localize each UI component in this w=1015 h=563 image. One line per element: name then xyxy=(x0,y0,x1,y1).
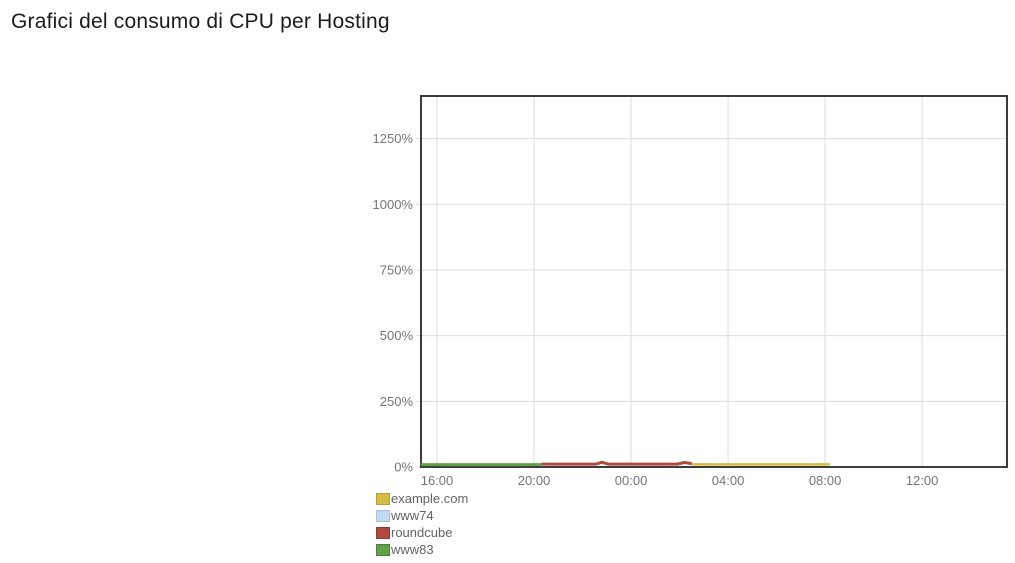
y-axis-tick-label: 1250% xyxy=(373,131,414,146)
y-axis-tick-label: 750% xyxy=(380,262,414,277)
legend-item-www83: www83 xyxy=(376,541,468,558)
y-axis-tick-label: 250% xyxy=(380,394,414,409)
y-axis-tick-label: 500% xyxy=(380,328,414,343)
plot-border xyxy=(420,95,1008,468)
legend-swatch-icon xyxy=(376,543,390,556)
y-axis-tick-label: 1000% xyxy=(373,197,414,212)
x-axis-tick-label: 04:00 xyxy=(712,473,745,488)
x-axis-tick-label: 00:00 xyxy=(615,473,648,488)
legend-label: example.com xyxy=(391,490,469,506)
legend-swatch-icon xyxy=(376,526,390,539)
legend-label: www74 xyxy=(391,507,434,523)
x-axis-tick-label: 08:00 xyxy=(809,473,842,488)
x-axis-tick-label: 12:00 xyxy=(906,473,939,488)
page-title: Grafici del consumo di CPU per Hosting xyxy=(11,10,390,33)
x-axis-tick-label: 16:00 xyxy=(421,473,454,488)
y-axis-tick-label: 0% xyxy=(394,460,413,475)
chart-legend: example.com www74 roundcube www83 xyxy=(376,490,468,558)
x-axis-tick-label: 20:00 xyxy=(518,473,551,488)
legend-label: www83 xyxy=(391,541,434,557)
legend-item-roundcube: roundcube xyxy=(376,524,468,541)
legend-swatch-icon xyxy=(376,509,390,522)
legend-swatch-icon xyxy=(376,492,390,505)
series-line-roundcube xyxy=(541,460,692,466)
legend-label: roundcube xyxy=(391,524,453,540)
legend-item-example.com: example.com xyxy=(376,490,468,507)
legend-item-www74: www74 xyxy=(376,507,468,524)
